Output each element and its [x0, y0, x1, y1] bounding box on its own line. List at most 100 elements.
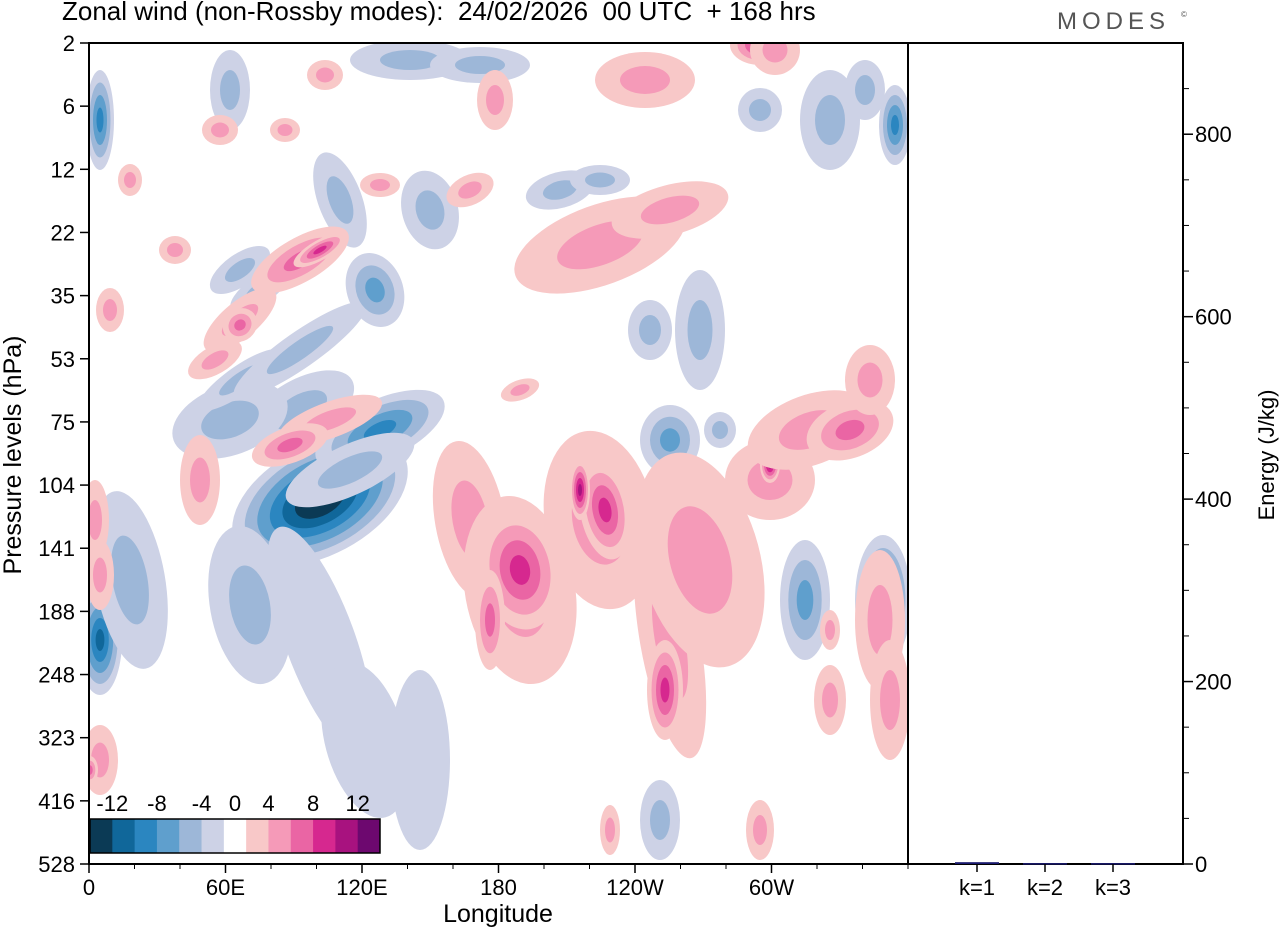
contour-blob [96, 107, 104, 133]
contour-blob [835, 419, 865, 441]
contour-blob [749, 99, 771, 121]
contour-blob [272, 390, 328, 430]
contour-blob [415, 190, 445, 230]
colorbar-frame [89, 818, 381, 854]
colorbar-swatch [201, 819, 225, 853]
energy-bar [955, 862, 999, 864]
x-axis-label: Longitude [443, 900, 553, 928]
colorbar-swatch [179, 819, 203, 853]
contour-blob [855, 75, 875, 105]
contour-blob [380, 50, 440, 70]
x-tick-label: 180 [480, 875, 517, 900]
contour-blob [650, 800, 670, 840]
contour-blob [321, 662, 409, 818]
y-tick-label: 53 [51, 347, 75, 372]
contour-blob [390, 670, 450, 850]
contour-blob [485, 603, 495, 637]
y-tick-label: 75 [51, 410, 75, 435]
energy-tick-label: 800 [1195, 122, 1232, 147]
energy-tick-label: 600 [1195, 305, 1232, 330]
energy-axis: 0 200 400 600 800 [1183, 88, 1232, 877]
colorbar-label: 4 [262, 791, 274, 816]
contour-blob [277, 437, 303, 453]
contour-blob [93, 557, 107, 593]
contour-blob [455, 56, 505, 74]
chart-title: Zonal wind (non-Rossby modes): 24/02/202… [62, 0, 816, 26]
contour-blob [167, 243, 183, 257]
contour-blob [822, 682, 838, 718]
colorbar-label: -8 [147, 791, 167, 816]
contour-blob [234, 319, 246, 331]
contour-blob [598, 497, 612, 523]
contour-blob [229, 565, 271, 645]
copyright-mark: © [1181, 10, 1187, 19]
contour-blob [605, 817, 615, 843]
y-tick-label: 22 [51, 220, 75, 245]
x-tick-label: 120E [336, 875, 387, 900]
colorbar: -12 -8 -4 0 4 8 12 [89, 791, 381, 854]
y-tick-label: 12 [51, 157, 75, 182]
energy-category-label: k=3 [1095, 875, 1131, 900]
y-tick-label: 6 [63, 94, 75, 119]
contour-blob [762, 43, 788, 63]
colorbar-swatch [223, 819, 247, 853]
x-tick-label: 60E [206, 875, 245, 900]
colorbar-label: -4 [192, 791, 212, 816]
contour-blob [486, 85, 504, 115]
contour-blob [825, 620, 835, 640]
contour-blob [224, 258, 256, 282]
contour-blob [796, 580, 814, 620]
x-tick-label: 120W [606, 875, 664, 900]
colorbar-swatch [290, 819, 314, 853]
contour-blob [712, 421, 728, 439]
contour-blob [266, 325, 334, 375]
x-axis: 0 60E 120E 180 120W 60W [83, 864, 909, 900]
contour-blob [201, 400, 259, 440]
contour-blob [880, 670, 900, 730]
contour-blob [211, 122, 229, 138]
colorbar-label: -12 [96, 791, 128, 816]
colorbar-swatch [156, 819, 180, 853]
contour-blob [277, 124, 293, 136]
contour-blob [363, 419, 397, 441]
contour-blob [857, 362, 883, 398]
contour-blob [220, 70, 240, 110]
contour-blob [365, 277, 385, 303]
colorbar-label: 12 [345, 791, 369, 816]
contour-blob [458, 181, 482, 199]
y-tick-label: 188 [38, 599, 75, 624]
contour-blob [867, 585, 893, 655]
colorbar-swatch [246, 819, 269, 853]
y-tick-label: 35 [51, 284, 75, 309]
contour-blob [111, 535, 149, 625]
y-tick-label: 248 [38, 663, 75, 688]
energy-tick-label: 200 [1195, 670, 1232, 695]
energy-bar [1023, 863, 1067, 865]
contour-blob [815, 95, 845, 145]
energy-category-label: k=1 [959, 875, 995, 900]
colorbar-label: 8 [307, 791, 319, 816]
energy-bars: k=1 k=2 k=3 [955, 862, 1135, 900]
contour-blob [660, 428, 680, 452]
contour-blob [667, 506, 733, 614]
contour-blob [103, 299, 117, 321]
x-tick-label: 60W [749, 875, 794, 900]
modes-logo: MODES [1057, 8, 1171, 35]
y-axis-label: Pressure levels (hPa) [0, 336, 27, 575]
colorbar-swatch [112, 819, 136, 853]
contour-blob [201, 350, 229, 370]
contour-blob [510, 384, 530, 396]
contour-blob [640, 195, 700, 225]
contour-blob [509, 555, 531, 585]
contour-blob [316, 67, 334, 83]
contour-blob [190, 457, 210, 503]
y-tick-label: 104 [38, 473, 75, 498]
colorbar-swatch [357, 819, 381, 853]
contour-blob [313, 245, 327, 255]
contour-blob [585, 172, 615, 188]
contour-blob [317, 451, 383, 489]
contour-blob [891, 115, 899, 135]
energy-tick-label: 400 [1195, 487, 1232, 512]
x-tick-label: 0 [83, 875, 95, 900]
